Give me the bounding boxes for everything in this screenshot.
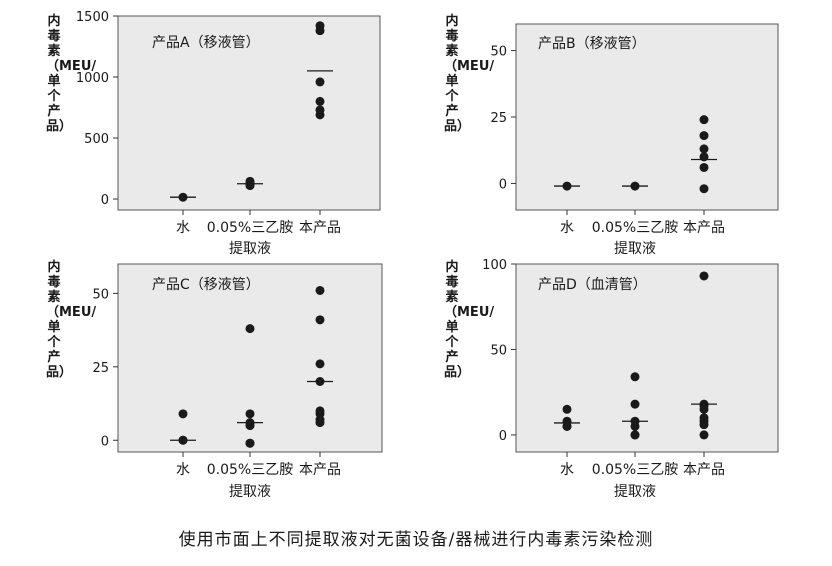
y-tick-label: 0: [499, 177, 507, 192]
y-tick-label: 100: [482, 258, 507, 273]
x-axis-label: 提取液: [229, 484, 271, 500]
data-point: [245, 438, 255, 448]
data-point: [699, 162, 709, 172]
x-tick-label: 0.05%三乙胺: [207, 220, 293, 236]
y-tick-label: 50: [490, 343, 507, 358]
y-tick-label: 500: [84, 132, 109, 147]
data-point: [699, 115, 709, 125]
y-tick-label: 50: [92, 287, 109, 302]
y-tick-label: 0: [101, 434, 109, 449]
data-point: [315, 21, 325, 31]
x-tick-label: 水: [176, 220, 190, 236]
data-point: [315, 77, 325, 87]
data-point: [699, 144, 709, 154]
chart-panel-a: 内毒素（MEU/单个产品） 0 500 1000 1500 水 0.05%三乙胺 本产品 提取…: [0, 0, 416, 262]
data-point: [562, 404, 572, 414]
x-axis-label: 提取液: [229, 241, 271, 257]
chart-panel-c: 内毒素（MEU/单个产品） 0 25 50 水 0.05%三乙胺 本产品 提取液 产品C（移液…: [0, 258, 416, 510]
chart-title: 产品A（移液管）: [152, 35, 260, 51]
data-point: [315, 315, 325, 325]
x-tick-label: 本产品: [299, 462, 341, 478]
y-tick-label: 0: [499, 429, 507, 444]
data-point: [178, 409, 188, 419]
data-point: [245, 409, 255, 419]
y-tick-label: 25: [490, 111, 507, 126]
data-point: [630, 430, 640, 440]
data-point: [245, 176, 255, 186]
data-point: [562, 416, 572, 426]
chart-title: 产品C（移液管）: [152, 277, 260, 293]
x-tick-label: 本产品: [683, 220, 725, 236]
x-tick-label: 水: [560, 220, 574, 236]
chart-title: 产品D（血清管）: [538, 277, 647, 293]
data-point: [699, 271, 709, 281]
data-point: [630, 372, 640, 382]
y-tick-label: 25: [92, 361, 109, 376]
data-point: [699, 184, 709, 194]
y-tick-label: 50: [490, 45, 507, 60]
data-point: [630, 399, 640, 409]
data-point: [699, 430, 709, 440]
x-tick-label: 0.05%三乙胺: [592, 462, 678, 478]
x-tick-label: 水: [560, 462, 574, 478]
y-tick-label: 1000: [76, 71, 109, 86]
x-tick-label: 0.05%三乙胺: [592, 220, 678, 236]
chart-panel-b: 内毒素（MEU/单个产品） 0 25 50 水 0.05%三乙胺 本产品 提取液 产品B（移液…: [416, 0, 832, 262]
data-point: [245, 324, 255, 334]
x-tick-label: 水: [176, 462, 190, 478]
data-point: [315, 406, 325, 416]
data-point: [699, 131, 709, 141]
data-point: [315, 96, 325, 106]
x-axis-label: 提取液: [614, 484, 656, 500]
plot-area: [515, 23, 779, 211]
x-axis-label: 提取液: [614, 241, 656, 257]
chart-panel-d: 内毒素（MEU/单个产品） 0 50 100 水 0.05%三乙胺 本产品 提取液 产品D（血…: [416, 258, 832, 510]
y-tick-label: 0: [101, 193, 109, 208]
data-point: [699, 413, 709, 423]
x-tick-label: 0.05%三乙胺: [207, 462, 293, 478]
data-point: [315, 359, 325, 369]
y-tick-label: 1500: [76, 10, 109, 25]
x-tick-label: 本产品: [299, 220, 341, 236]
data-point: [315, 105, 325, 115]
chart-title: 产品B（移液管）: [538, 36, 646, 52]
x-tick-label: 本产品: [683, 462, 725, 478]
data-point: [315, 285, 325, 295]
figure-caption: 使用市面上不同提取液对无菌设备/器械进行内毒素污染检测: [178, 530, 654, 550]
